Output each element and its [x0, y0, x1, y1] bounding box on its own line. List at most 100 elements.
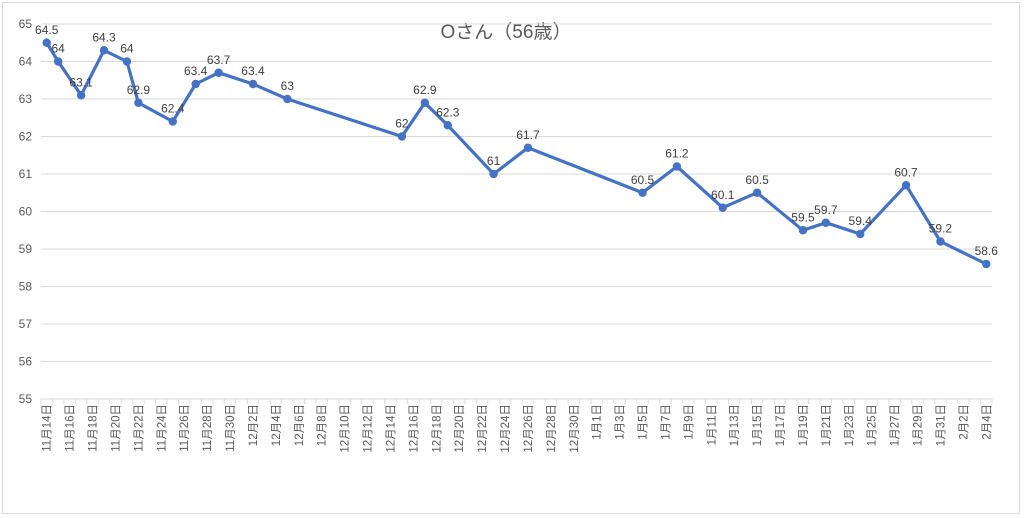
x-tick-label: 1月15日: [752, 404, 764, 446]
x-tick-label: 11月16日: [65, 404, 77, 452]
x-tick-label: 1月11日: [706, 404, 718, 445]
data-point: [134, 98, 143, 107]
data-point: [752, 188, 762, 197]
x-tick-label: 1月27日: [890, 404, 902, 446]
x-tick-label: 12月18日: [431, 404, 443, 453]
y-tick-label: 63: [19, 92, 33, 106]
x-tick-label: 12月24日: [500, 404, 512, 453]
data-label: 60.5: [745, 173, 769, 187]
x-tick-label: 12月16日: [408, 404, 420, 453]
x-tick-label: 1月3日: [615, 404, 627, 440]
data-label: 62.9: [127, 83, 151, 97]
y-tick-label: 61: [19, 167, 33, 181]
x-tick-label: 11月26日: [179, 404, 191, 452]
data-point: [672, 162, 682, 171]
x-tick-label: 11月30日: [225, 404, 237, 452]
data-point: [53, 57, 63, 66]
data-label: 61: [487, 154, 501, 168]
data-point: [523, 143, 533, 152]
data-point: [420, 98, 430, 107]
x-axis-ticks: 11月14日 11月16日 11月18日 11月20日 11月22日 11月24日 11月2…: [40, 399, 993, 453]
gridlines: [41, 23, 992, 400]
y-tick-label: 55: [19, 392, 33, 406]
data-label: 58.6: [975, 244, 999, 258]
x-tick-label: 12月12日: [363, 404, 375, 453]
x-tick-label: 1月1日: [592, 404, 604, 440]
x-tick-label: 12月6日: [294, 404, 306, 446]
x-tick-label: 11月14日: [42, 404, 54, 452]
x-tick-label: 1月31日: [935, 404, 947, 446]
data-label: 63.7: [207, 53, 231, 67]
x-tick-label: 12月4日: [271, 404, 283, 446]
y-tick-label: 56: [19, 355, 33, 369]
x-tick-label: 1月21日: [821, 404, 833, 446]
data-label: 60.5: [631, 173, 655, 187]
data-point: [798, 226, 808, 235]
x-tick-label: 1月7日: [660, 404, 672, 440]
y-tick-label: 62: [19, 130, 33, 144]
data-point: [638, 188, 647, 197]
data-label: 63.4: [184, 64, 208, 78]
x-tick-label: 1月9日: [683, 404, 695, 440]
data-label: 63: [281, 79, 295, 93]
data-point: [718, 203, 727, 212]
data-point: [168, 117, 177, 126]
data-label: 64.5: [35, 23, 59, 37]
x-tick-label: 1月29日: [913, 404, 925, 446]
x-tick-label: 12月30日: [569, 404, 581, 453]
y-tick-label: 64: [19, 55, 33, 69]
x-tick-label: 1月17日: [775, 404, 787, 446]
data-label: 60.7: [894, 165, 918, 179]
data-point: [122, 57, 132, 66]
x-tick-label: 11月18日: [88, 404, 100, 452]
data-labels: 64.56463.164.36462.962.463.463.763.46362…: [35, 23, 998, 258]
x-tick-label: 12月28日: [546, 404, 558, 453]
x-tick-label: 12月14日: [385, 404, 397, 453]
data-label: 61.7: [516, 128, 540, 142]
data-label: 62: [395, 117, 409, 131]
data-label: 64: [120, 42, 134, 56]
x-tick-label: 11月22日: [133, 404, 145, 452]
data-point: [936, 237, 945, 246]
y-tick-label: 60: [19, 205, 33, 219]
data-label: 59.2: [929, 222, 953, 236]
x-tick-label: 12月26日: [523, 404, 535, 453]
x-tick-label: 12月20日: [454, 404, 466, 453]
data-point: [76, 91, 86, 100]
x-tick-label: 2月2日: [958, 404, 970, 440]
data-point: [397, 132, 407, 141]
data-label: 59.7: [814, 203, 838, 217]
data-point: [214, 68, 223, 77]
series-markers: [42, 38, 991, 269]
x-tick-label: 1月13日: [729, 404, 741, 446]
x-tick-label: 2月4日: [981, 404, 993, 440]
data-label: 64: [52, 42, 66, 56]
x-tick-label: 12月8日: [317, 404, 329, 446]
x-tick-label: 12月2日: [248, 404, 260, 446]
x-tick-label: 1月19日: [798, 404, 810, 446]
x-tick-label: 11月24日: [156, 404, 168, 452]
data-point: [248, 79, 258, 89]
x-tick-label: 12月22日: [477, 404, 489, 453]
data-point: [283, 94, 292, 104]
data-label: 63.4: [241, 64, 265, 78]
data-point: [856, 229, 865, 239]
y-tick-label: 65: [19, 17, 33, 31]
x-tick-label: 11月28日: [202, 404, 214, 452]
chart-title: Oさん（56歳）: [441, 21, 572, 43]
data-point: [489, 169, 498, 179]
data-point: [821, 218, 831, 227]
y-axis-ticks: 55 56 57 58 59 60 61 62 63 64 65: [19, 17, 33, 406]
data-label: 62.3: [436, 105, 460, 119]
data-label: 62.9: [413, 83, 437, 97]
data-label: 61.2: [665, 147, 689, 161]
data-point: [99, 46, 109, 55]
y-tick-label: 58: [19, 280, 33, 294]
y-tick-label: 59: [19, 242, 33, 256]
y-tick-label: 57: [19, 317, 33, 331]
data-label: 62.4: [161, 102, 185, 116]
data-label: 59.4: [849, 214, 873, 228]
data-point: [901, 181, 911, 190]
data-point: [982, 259, 991, 269]
